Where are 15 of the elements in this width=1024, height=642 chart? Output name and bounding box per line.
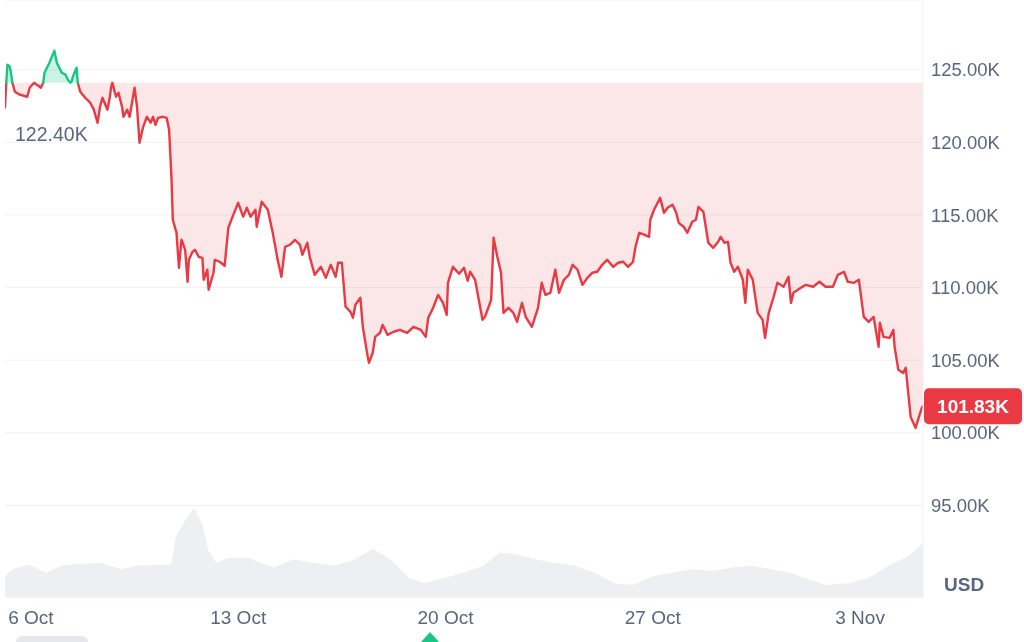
y-tick-label: 125.00K — [931, 59, 1001, 81]
y-tick-label: 95.00K — [931, 495, 991, 517]
y-tick-label: 110.00K — [931, 277, 1000, 299]
x-tick-label: 27 Oct — [624, 607, 682, 629]
y-tick-label: 100.00K — [931, 422, 1001, 444]
y-axis-title: USD — [944, 574, 985, 595]
annotation: 122.40K — [15, 123, 88, 146]
x-tick-label: 20 Oct — [417, 607, 475, 629]
y-tick-label: 120.00K — [931, 131, 1001, 153]
x-tick-label: 13 Oct — [210, 607, 267, 629]
annotation: 101.83K — [937, 395, 1010, 417]
x-tick-label: 6 Oct — [8, 607, 55, 629]
y-tick-label: 115.00K — [931, 204, 1000, 226]
y-tick-label: 105.00K — [931, 349, 1001, 371]
x-tick-label: 3 Nov — [835, 607, 886, 629]
